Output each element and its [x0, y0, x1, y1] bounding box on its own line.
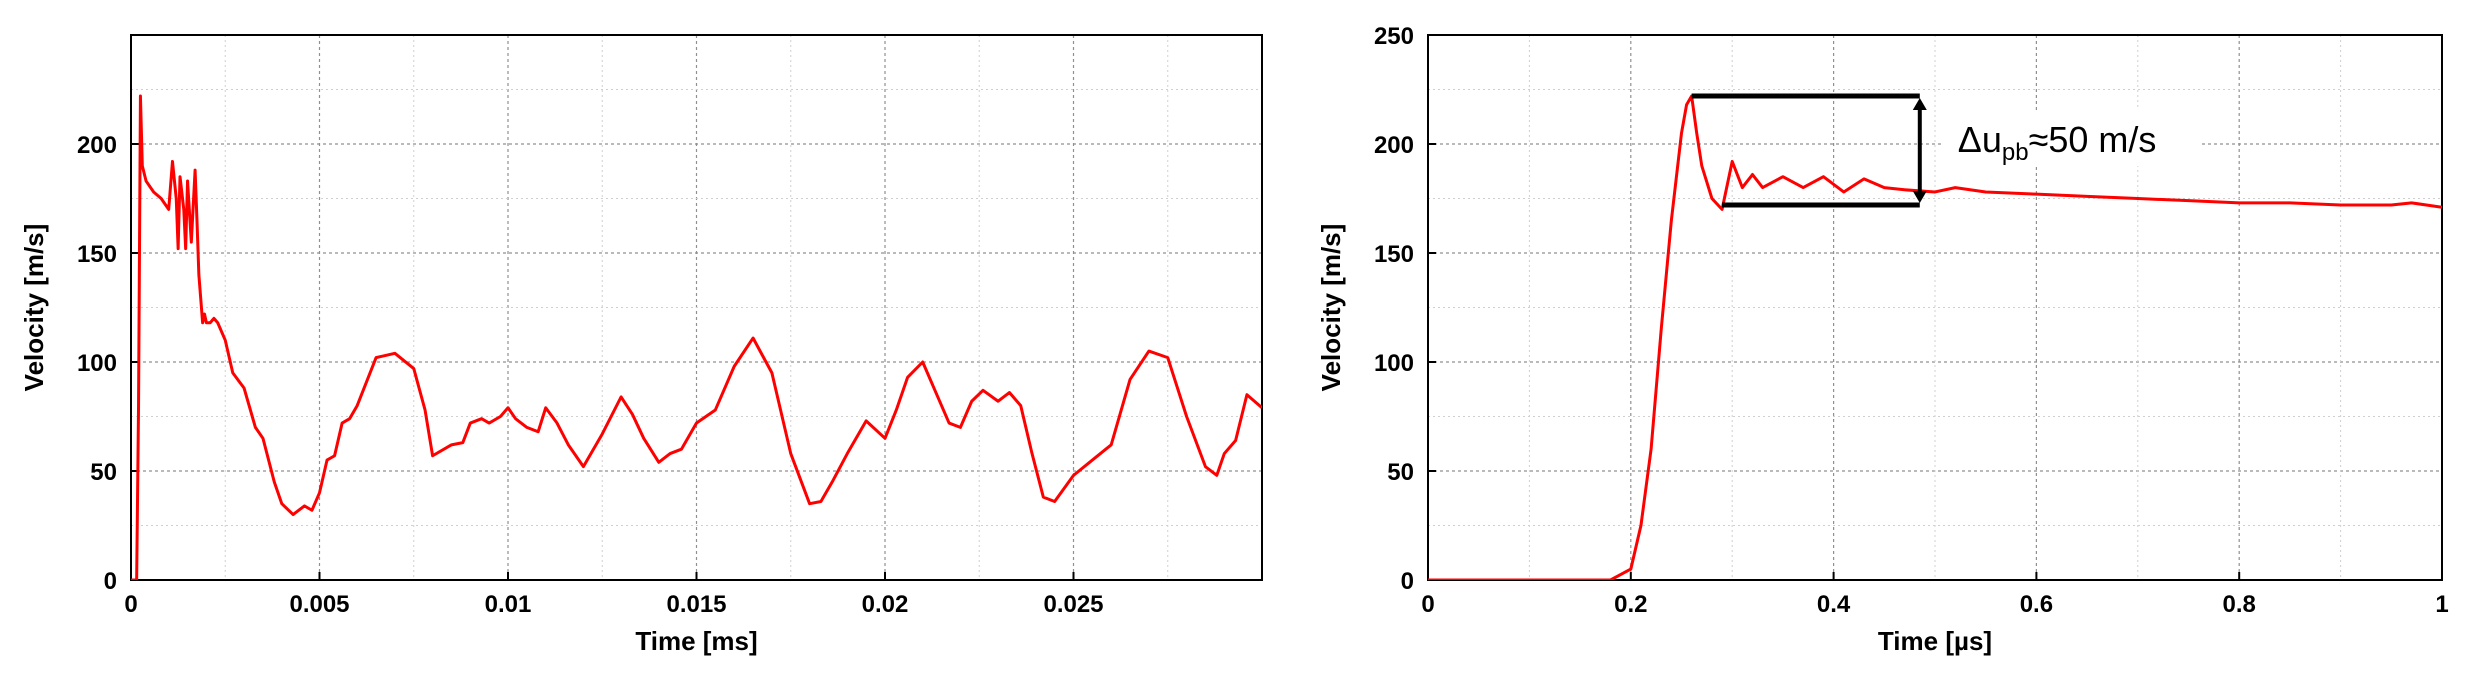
- y-tick-label: 0: [1401, 568, 1414, 595]
- x-tick-label: 0.6: [2020, 591, 2053, 618]
- annotation-value: ≈50 m/s: [2029, 119, 2157, 160]
- annotation-delta: Δu: [1958, 119, 2002, 160]
- x-axis-title: Time [µs]: [1878, 626, 1992, 656]
- y-tick-label: 50: [90, 459, 117, 486]
- y-axis-title: Velocity [m/s]: [1316, 224, 1346, 392]
- annotation-label-bg: [1941, 110, 2202, 167]
- y-tick-label: 150: [77, 241, 117, 268]
- y-tick-label: 150: [1374, 241, 1414, 268]
- y-tick-label: 50: [1387, 459, 1414, 486]
- y-tick-label: 0: [104, 568, 117, 595]
- right-velocity-chart: 0 0.2 0.4 0.6 0.8 1 0 50 100 150 200 250 Time [µs] Ve…: [1316, 23, 2449, 656]
- x-tick-label: 1: [2435, 591, 2448, 618]
- x-tick-label: 0.4: [1817, 591, 1851, 618]
- x-tick-label: 0.015: [666, 591, 726, 618]
- x-axis-title: Time [ms]: [635, 626, 757, 656]
- annotation-label: Δupb≈50 m/s: [1958, 119, 2157, 166]
- y-tick-label: 100: [1374, 350, 1414, 377]
- x-tick-label: 0: [124, 591, 137, 618]
- arrow-head-down: [1912, 191, 1927, 204]
- y-axis-title: Velocity [m/s]: [19, 224, 49, 392]
- x-tick-label: 0.01: [485, 591, 532, 618]
- plot-frame: [1427, 34, 2443, 581]
- x-tick-label: 0.005: [289, 591, 349, 618]
- arrow-head-up: [1912, 98, 1927, 111]
- x-tick-label: 0.02: [862, 591, 909, 618]
- velocity-series-line: [1428, 94, 2442, 580]
- annotation-subscript: pb: [2002, 139, 2029, 166]
- y-tick-label: 200: [1374, 132, 1414, 159]
- x-tick-label: 0.8: [2223, 591, 2256, 618]
- x-tick-label: 0.2: [1614, 591, 1647, 618]
- x-tick-label: 0: [1421, 591, 1434, 618]
- y-tick-label: 100: [77, 350, 117, 377]
- velocity-series-line: [131, 94, 1262, 580]
- delta-annotation: Δupb≈50 m/s: [1691, 93, 2202, 208]
- x-tick-label: 0.025: [1043, 591, 1103, 618]
- y-tick-label: 250: [1374, 23, 1414, 50]
- left-velocity-chart: 0 0.005 0.01 0.015 0.02 0.025 0 50 100 150 200 Time…: [19, 34, 1263, 656]
- y-tick-label: 200: [77, 132, 117, 159]
